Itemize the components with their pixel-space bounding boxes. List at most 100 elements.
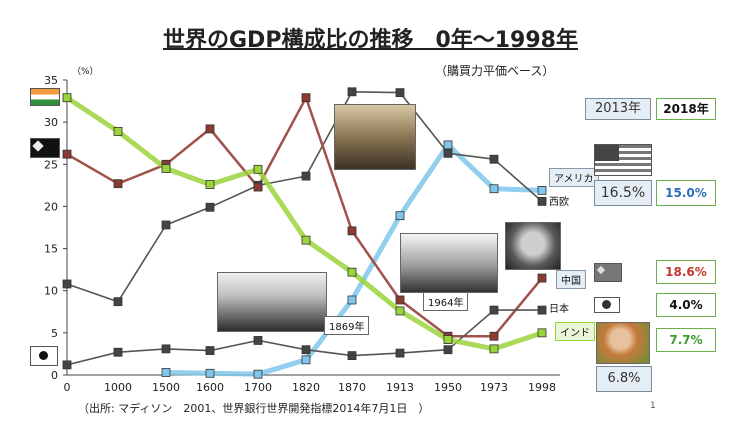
data-point-marker [205,180,215,189]
label-china: 中国 [556,270,586,289]
data-point-marker [62,93,72,103]
data-point-marker [161,344,171,354]
y-tick-label: 30 [44,116,58,129]
x-tick-label: 0 [64,381,71,394]
india-flag-icon [30,88,60,106]
chart-subtitle: （購買力平価ベース） [435,64,555,78]
china-share-2018: 18.6% [656,260,716,284]
data-point-marker [113,127,123,136]
india-share-2018: 7.7% [656,328,716,352]
data-point-marker [395,348,405,358]
x-tick-label: 1950 [434,381,462,394]
data-point-marker [301,171,311,181]
x-tick-label: 1913 [386,381,414,394]
data-point-marker [62,279,72,289]
leader-portrait-photo [505,222,561,270]
data-point-marker [347,267,357,277]
data-point-marker [62,360,72,370]
x-tick-label: 1998 [528,381,556,394]
japan-flag-small-icon [594,297,620,313]
data-point-marker [443,335,453,345]
china-flag-icon [30,138,60,158]
usa-flag-icon [594,144,652,176]
data-point-marker [161,220,171,230]
data-point-marker [253,164,263,174]
data-point-marker [537,273,547,283]
y-tick-label: 10 [44,285,58,298]
source-note: （出所: マディソン 2001、世界銀行世界開発指標2014年7月1日 ） [78,402,430,415]
data-point-marker [113,179,123,189]
data-point-marker [347,226,357,236]
india-leader-photo [596,322,650,364]
data-point-marker [489,184,499,194]
header-2013: 2013年 [585,98,651,120]
data-point-marker [301,235,311,245]
japan-share-2018: 4.0% [656,293,716,317]
data-point-marker [205,368,215,378]
data-point-marker [537,196,547,206]
y-tick-label: 35 [44,74,58,87]
header-2018: 2018年 [656,98,716,120]
data-point-marker [443,140,453,150]
shinkansen-photo [400,233,498,293]
steam-locomotive-photo [217,272,327,332]
y-axis-unit: （%） [72,67,99,77]
data-point-marker [253,369,263,379]
data-point-marker [161,368,171,377]
data-point-marker [395,211,405,221]
data-point-marker [537,305,547,315]
data-point-marker [113,347,123,357]
usa-share-2013: 16.5% [594,180,652,206]
data-point-marker [395,88,405,98]
page-number: 1 [650,401,656,411]
data-point-marker [537,186,547,195]
label-west-europe: 西欧 [549,197,569,208]
data-point-marker [489,154,499,164]
data-point-marker [161,164,171,173]
data-point-marker [253,182,263,192]
y-tick-label: 15 [44,243,58,256]
caption-1869: 1869年 [324,316,370,335]
label-america: アメリカ [549,168,599,187]
data-point-marker [113,297,123,307]
y-tick-label: 20 [44,200,58,213]
x-tick-label: 1600 [196,381,224,394]
label-japan: 日本 [549,304,569,315]
data-point-marker [443,148,453,158]
data-point-marker [301,355,311,365]
data-point-marker [205,202,215,212]
data-point-marker [443,345,453,355]
y-tick-label: 25 [44,158,58,171]
x-tick-label: 1700 [244,381,272,394]
data-point-marker [205,124,215,134]
data-point-marker [253,336,263,345]
india-share-2013: 6.8% [596,366,652,392]
data-point-marker [489,344,499,354]
factory-photo [334,104,416,170]
data-point-marker [205,346,215,355]
page-title: 世界のGDP構成比の推移 0年～1998年 [163,28,578,53]
data-point-marker [395,295,405,305]
data-point-marker [301,93,311,103]
data-point-marker [62,149,72,159]
caption-1964: 1964年 [423,292,469,311]
data-point-marker [395,306,405,316]
label-india: インド [555,322,595,341]
x-tick-label: 1870 [338,381,366,394]
x-tick-label: 1500 [152,381,180,394]
usa-share-2018: 15.0% [656,180,716,206]
x-tick-label: 1973 [480,381,508,394]
china-flag-small-icon [594,263,622,282]
data-point-marker [347,351,357,361]
data-point-marker [537,328,547,338]
x-tick-label: 1820 [292,381,320,394]
x-tick-label: 1000 [104,381,132,394]
data-point-marker [489,305,499,315]
data-point-marker [347,87,357,97]
data-point-marker [347,295,357,305]
y-tick-label: 5 [51,327,58,340]
japan-flag-icon [30,346,58,366]
data-point-marker [489,331,499,341]
data-point-marker [301,345,311,355]
